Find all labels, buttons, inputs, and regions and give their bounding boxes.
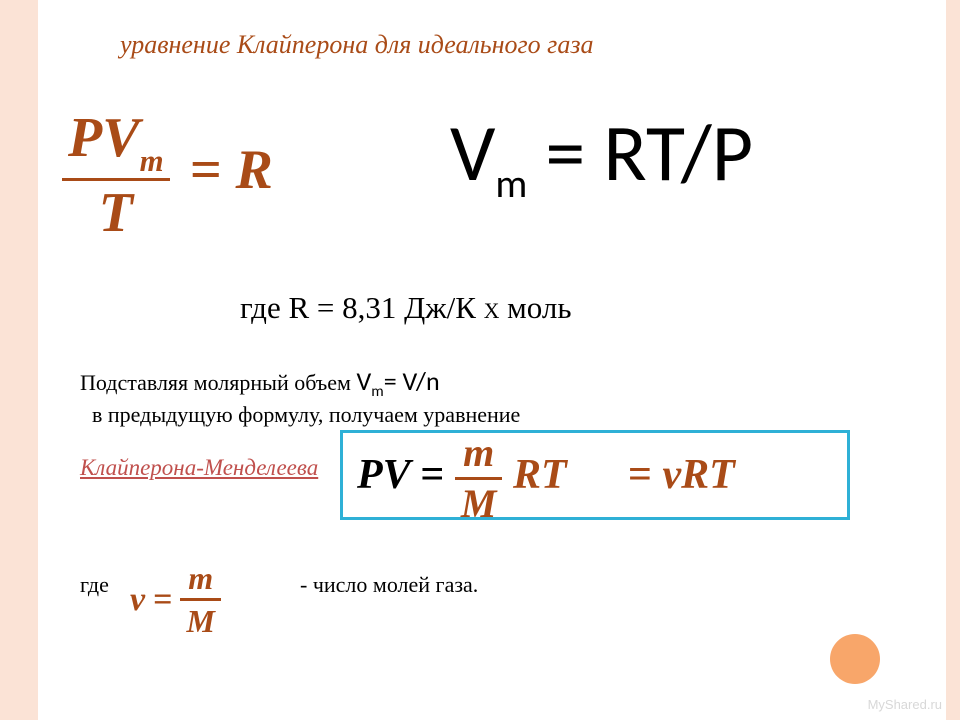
nu-fraction: m M [180,562,220,637]
equation-mendeleev-lhs: PV = m M RT [357,433,567,524]
where-r-suffix: моль [499,290,571,325]
eq2-lhs-main: V [450,105,495,202]
where-r-mult: X [484,299,500,323]
watermark-text: MyShared.ru [868,697,942,712]
equation-mendeleev-rhs: = νRT [628,451,735,499]
nu-symbol-2: ν [130,581,145,619]
eq3-frac-den: M [455,484,503,524]
eq1-num-main: PV [68,107,140,169]
fraction: PVm T [62,110,170,241]
right-accent-band [946,0,960,720]
eq3-eq: = [628,452,662,498]
vm-rhs: = V/n [384,365,440,397]
nu-symbol: ν [662,452,681,498]
slide: уравнение Клайперона для идеального газа… [0,0,960,720]
left-accent-band [0,0,38,720]
eq1-num-sub: m [140,144,164,178]
vm-main: V [356,365,371,397]
fraction-numerator: PVm [62,110,170,174]
body-line-molar-volume: Подставляя молярный объем Vm= V/n [80,365,900,401]
body-line-derive: в предыдущую формулу, получаем уравнение [92,402,520,428]
eq3-rt: RT [513,452,567,498]
equation-vm-rtp: Vm = RT/P [450,105,753,208]
gas-constant-definition: где R = 8,31 Дж/К X моль [240,290,571,326]
eq3-rt2: RT [681,452,735,498]
equation-clapeyron-fraction: PVm T = R [62,110,273,241]
nu-frac-num: m [180,562,220,594]
mendeleev-label: Клайперона-Менделеева [80,455,318,481]
eq3-frac-num: m [455,433,503,473]
eq1-rhs: = R [190,139,273,201]
slide-title: уравнение Клайперона для идеального газа [120,30,593,60]
nu-frac-den: M [180,605,220,637]
eq3-fraction: m M [455,433,503,524]
vm-sub: m [371,382,383,401]
equation-mendeleev-box: PV = m M RT = νRT [340,430,850,520]
circle-decoration-icon [830,634,880,684]
vm-expression: Vm= V/n [356,365,439,397]
eq2-rhs: = RT/P [527,105,753,202]
moles-description: - число молей газа. [300,572,478,598]
eq3-pv: PV [357,452,410,498]
body1-prefix: Подставляя молярный объем [80,370,356,395]
where-r-prefix: где R = 8,31 Дж/К [240,290,484,325]
fraction-bar [62,178,170,181]
nu-definition: ν = m M [130,562,221,637]
fraction-denominator: T [62,185,170,241]
nu-frac-bar [180,598,220,601]
eq3-frac-bar [455,477,503,480]
eq2-lhs-sub: m [495,159,527,208]
